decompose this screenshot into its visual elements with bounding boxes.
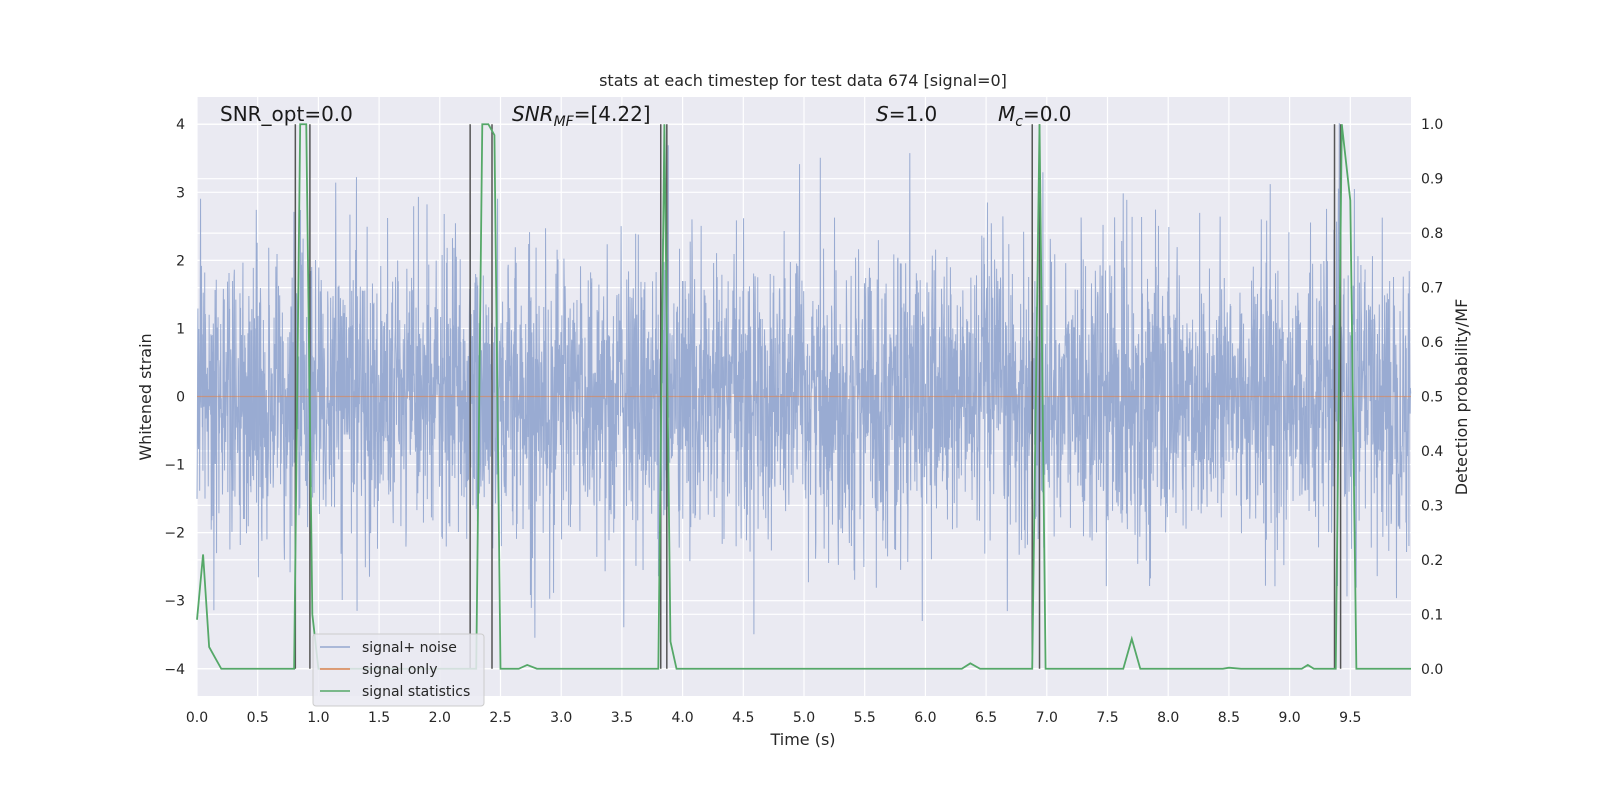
chart-title: stats at each timestep for test data 674… (599, 71, 1007, 90)
mc-main: M (998, 102, 1015, 126)
yl-tick-4: 0 (176, 390, 185, 406)
annotation-mc: Mc=0.0 (998, 102, 1072, 130)
s-value: =1.0 (889, 102, 938, 126)
mc-sub: c (1015, 114, 1023, 130)
x-tick-10: 5.0 (793, 710, 815, 726)
yr-tick-0: 1.0 (1421, 117, 1443, 133)
x-axis-label: Time (s) (769, 730, 835, 749)
yr-tick-7: 0.3 (1421, 498, 1443, 514)
yr-tick-9: 0.1 (1421, 607, 1443, 623)
yl-tick-7: −3 (164, 594, 185, 610)
x-tick-9: 4.5 (732, 710, 754, 726)
x-tick-19: 9.5 (1339, 710, 1361, 726)
snr-mf-main: SNR (512, 102, 554, 126)
x-tick-6: 3.0 (550, 710, 572, 726)
yl-tick-5: −1 (164, 458, 185, 474)
x-tick-13: 6.5 (975, 710, 997, 726)
y-axis-label-left: Whitened strain (136, 333, 155, 460)
legend-box (312, 633, 485, 707)
yr-tick-6: 0.4 (1421, 444, 1443, 460)
x-tick-3: 1.5 (368, 710, 390, 726)
yr-tick-5: 0.5 (1421, 390, 1443, 406)
x-tick-17: 8.5 (1218, 710, 1240, 726)
yl-tick-2: 2 (176, 253, 185, 269)
x-tick-15: 7.5 (1096, 710, 1118, 726)
tick-labels: 0.0 0.5 1.0 1.5 2.0 2.5 3.0 3.5 4.0 4.5 5.0 5.5 6.0 6… (164, 117, 1443, 726)
yr-tick-2: 0.8 (1421, 226, 1443, 242)
x-tick-12: 6.0 (914, 710, 936, 726)
x-tick-7: 3.5 (611, 710, 633, 726)
yr-tick-10: 0.0 (1421, 662, 1443, 678)
legend: signal+ noise signal only signal statist… (312, 633, 485, 707)
annotation-snr-opt: SNR_opt=0.0 (220, 102, 353, 126)
x-tick-4: 2.0 (429, 710, 451, 726)
x-tick-5: 2.5 (489, 710, 511, 726)
yr-tick-8: 0.2 (1421, 553, 1443, 569)
s-main: S (876, 102, 889, 126)
snr-mf-sub: MF (554, 114, 575, 130)
x-tick-0: 0.0 (186, 710, 208, 726)
y-axis-label-right: Detection probability/MF (1452, 299, 1471, 496)
x-tick-11: 5.5 (854, 710, 876, 726)
x-tick-2: 1.0 (307, 710, 329, 726)
yl-tick-6: −2 (164, 526, 185, 542)
legend-label-signal-only: signal only (362, 662, 437, 678)
annotation-s: S=1.0 (876, 102, 937, 126)
statistics-line (196, 123, 1411, 670)
legend-label-signal-noise: signal+ noise (362, 640, 457, 656)
yr-tick-4: 0.6 (1421, 335, 1443, 351)
yl-tick-8: −4 (164, 662, 185, 678)
x-tick-14: 7.0 (1036, 710, 1058, 726)
x-tick-1: 0.5 (247, 710, 269, 726)
yr-tick-3: 0.7 (1421, 281, 1443, 297)
legend-label-signal-statistics: signal statistics (362, 684, 470, 700)
yr-tick-1: 0.9 (1421, 172, 1443, 188)
yl-tick-0: 4 (176, 117, 185, 133)
series-signal-statistics (196, 123, 1411, 670)
mc-value: =0.0 (1023, 102, 1072, 126)
x-tick-18: 9.0 (1278, 710, 1300, 726)
x-tick-16: 8.0 (1157, 710, 1179, 726)
yl-tick-1: 3 (176, 185, 185, 201)
snr-mf-value: =[4.22] (574, 102, 651, 126)
x-tick-8: 4.0 (671, 710, 693, 726)
yl-tick-3: 1 (176, 321, 185, 337)
noise-line (196, 123, 1412, 638)
annotation-snr-mf: SNRMF=[4.22] (512, 102, 651, 130)
series-signal-noise (196, 123, 1412, 638)
